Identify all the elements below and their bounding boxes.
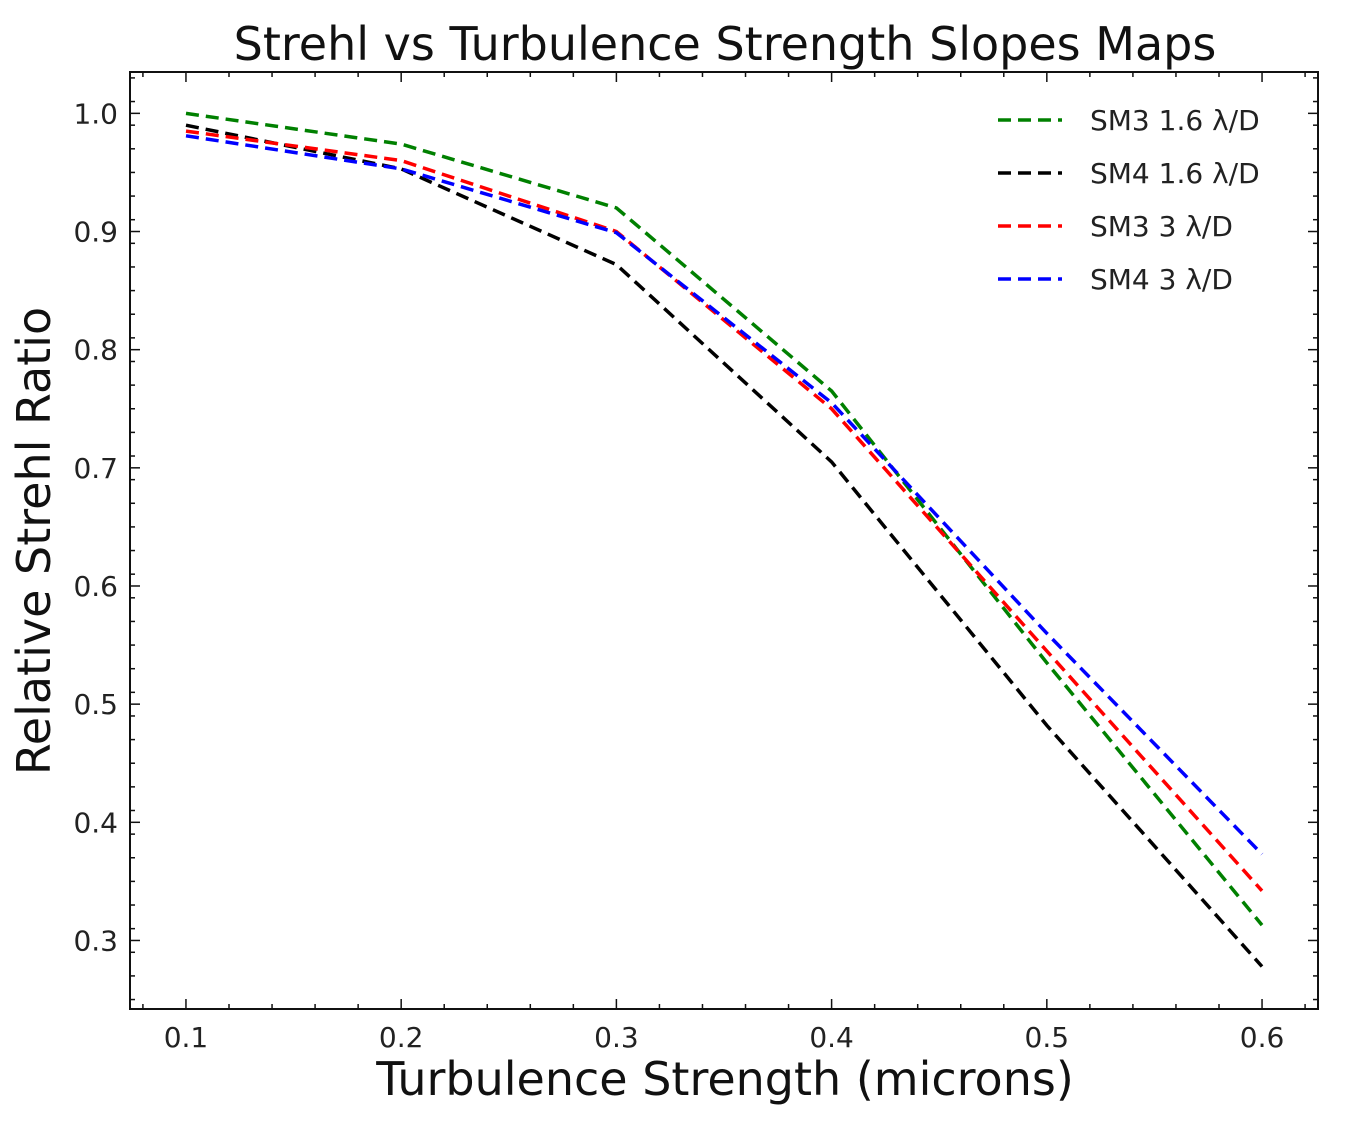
y-tick-label: 0.9 bbox=[73, 216, 118, 249]
x-tick-label: 0.4 bbox=[809, 1021, 854, 1054]
legend: SM3 1.6 λ/D SM4 1.6 λ/D SM3 3 λ/D SM4 3 λ/D bbox=[998, 104, 1260, 296]
x-tick-label: 0.3 bbox=[594, 1021, 639, 1054]
y-axis-label: Relative Strehl Ratio bbox=[7, 307, 61, 775]
axis-tick-labels: 0.1 0.2 0.3 0.4 0.5 0.6 0.3 0.4 0.5 0.6 0.7 0.8 0.9 1… bbox=[73, 97, 1284, 1054]
plot-frame bbox=[129, 71, 1319, 1010]
series-line-2 bbox=[185, 123, 1264, 968]
y-tick-label: 0.3 bbox=[73, 924, 118, 957]
series-line-3 bbox=[185, 129, 1264, 892]
x-tick-label: 0.2 bbox=[379, 1021, 424, 1054]
x-tick-label: 0.5 bbox=[1025, 1021, 1070, 1054]
axis-ticks bbox=[130, 72, 1318, 1009]
x-tick-label: 0.6 bbox=[1240, 1021, 1285, 1054]
y-tick-label: 0.7 bbox=[73, 452, 118, 485]
legend-label-4: SM4 3 λ/D bbox=[1090, 263, 1233, 296]
series-line-1 bbox=[185, 111, 1264, 927]
series-line-4 bbox=[185, 134, 1264, 856]
y-tick-label: 0.5 bbox=[73, 688, 118, 721]
legend-label-3: SM3 3 λ/D bbox=[1090, 210, 1233, 243]
y-tick-label: 0.4 bbox=[73, 806, 118, 839]
chart-title: Strehl vs Turbulence Strength Slopes Map… bbox=[234, 17, 1217, 71]
x-axis-label: Turbulence Strength (microns) bbox=[375, 1052, 1074, 1106]
y-tick-label: 0.8 bbox=[73, 334, 118, 367]
legend-label-2: SM4 1.6 λ/D bbox=[1090, 157, 1260, 190]
y-tick-label: 0.6 bbox=[73, 570, 118, 603]
legend-label-1: SM3 1.6 λ/D bbox=[1090, 104, 1260, 137]
y-tick-label: 1.0 bbox=[73, 97, 118, 130]
series-lines bbox=[185, 111, 1264, 968]
x-tick-label: 0.1 bbox=[164, 1021, 209, 1054]
